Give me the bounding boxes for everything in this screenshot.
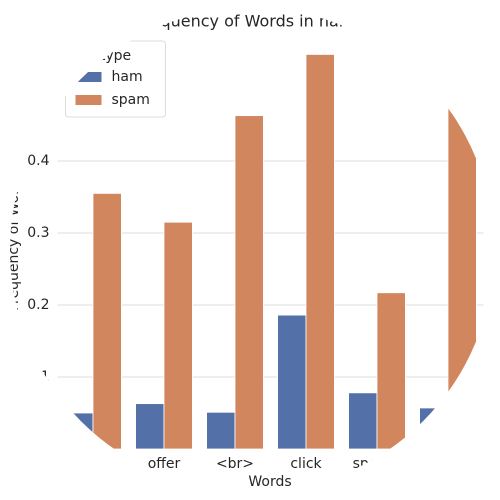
- bar: [348, 392, 378, 450]
- x-tick-label: <br>: [216, 456, 254, 472]
- bar: [305, 54, 335, 450]
- y-axis-label: Frequency of Words: [6, 173, 22, 311]
- legend-swatch: [75, 95, 102, 105]
- y-tick-label: 0.3: [27, 225, 49, 241]
- bar: [64, 412, 94, 450]
- x-tick-label: special: [353, 456, 402, 472]
- y-tick-label: 0.4: [27, 153, 49, 169]
- chart-body: Frequency of Words in ham/spam Words Fre…: [6, 12, 484, 490]
- legend-title: type: [100, 48, 131, 64]
- legend-swatch: [75, 72, 102, 82]
- bar: [234, 115, 264, 450]
- bar: [163, 221, 193, 450]
- y-tick-label: 0.1: [27, 369, 49, 385]
- bar: [206, 411, 236, 450]
- x-tick-label: offer: [148, 456, 181, 472]
- bar: [376, 292, 406, 450]
- bar: [135, 403, 165, 450]
- y-tick-label: 0.2: [27, 297, 49, 313]
- bar: [92, 192, 122, 450]
- legend-label: ham: [112, 69, 143, 85]
- bar: [419, 407, 449, 450]
- x-axis-label: Words: [248, 474, 291, 490]
- chart-title: Frequency of Words in ham/spam: [136, 12, 403, 31]
- x-tick-label: click: [290, 456, 322, 472]
- bar: [277, 314, 307, 450]
- legend-label: spam: [112, 92, 150, 108]
- bar: [447, 99, 477, 450]
